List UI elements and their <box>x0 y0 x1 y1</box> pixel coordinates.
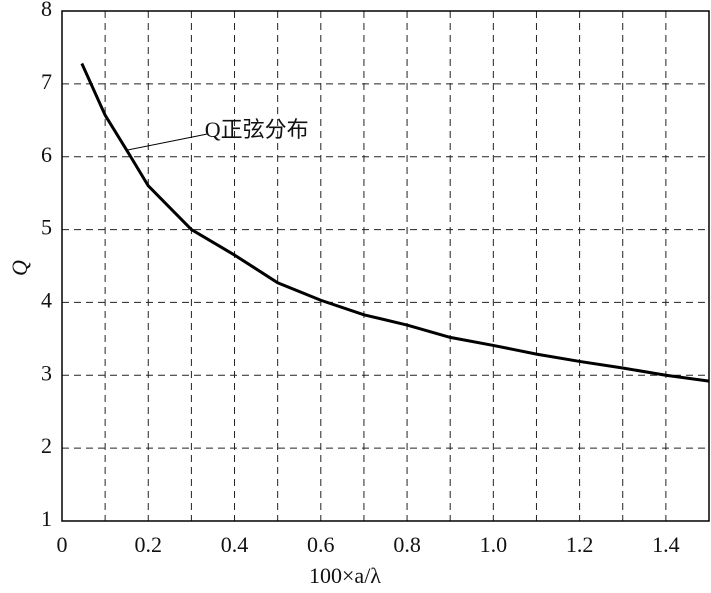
annotation-leader <box>126 133 207 151</box>
x-tick-label: 1.4 <box>652 532 680 557</box>
annotation: Q正弦分布 <box>205 117 309 142</box>
y-axis-label: Q <box>7 260 32 276</box>
line <box>80 62 710 383</box>
y-tick-label: 1 <box>41 506 52 531</box>
x-tick-label: 1.2 <box>566 532 594 557</box>
x-tick-label: 0.8 <box>393 532 421 557</box>
plot-frame <box>61 10 710 522</box>
x-axis-label: 100×a/λ <box>309 563 381 588</box>
x-tick-label: 1.0 <box>480 532 508 557</box>
y-tick-label: 6 <box>41 142 52 167</box>
x-tick-label: 0 <box>57 532 68 557</box>
y-tick-label: 2 <box>41 433 52 458</box>
y-tick-label: 8 <box>41 0 52 21</box>
x-tick-label: 0.6 <box>307 532 335 557</box>
y-tick-label: 7 <box>41 69 52 94</box>
y-tick-label: 3 <box>41 360 52 385</box>
y-tick-label: 5 <box>41 215 52 240</box>
x-tick-label: 0.4 <box>221 532 249 557</box>
y-tick-label: 4 <box>41 287 52 312</box>
x-tick-label: 0.2 <box>135 532 163 557</box>
